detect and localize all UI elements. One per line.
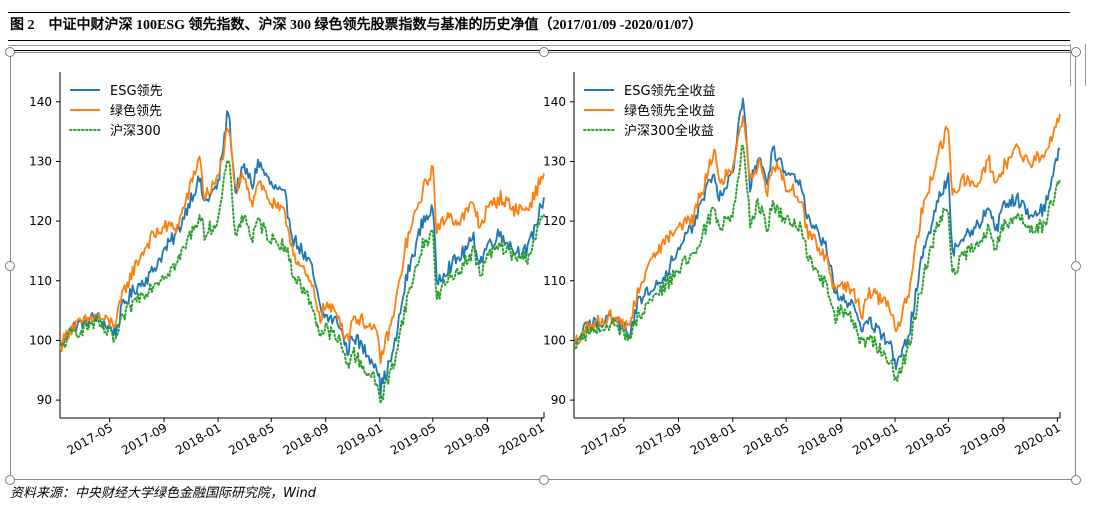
x-tick-label: 2017-09: [634, 420, 684, 457]
y-tick-label: 100: [29, 333, 52, 347]
y-tick-label: 120: [29, 214, 52, 228]
series-line: [573, 113, 1061, 345]
y-tick-label: 140: [543, 95, 566, 109]
resize-handle-bottom-center[interactable]: [539, 475, 549, 485]
source-note: 资料来源：中央财经大学绿色金融国际研究院，Wind: [10, 486, 316, 501]
series-line: [59, 159, 545, 405]
legend-label: ESG领先全收益: [624, 83, 716, 99]
y-tick-label: 90: [37, 393, 52, 407]
caption-rule: [8, 40, 1070, 41]
y-tick-label: 140: [29, 95, 52, 109]
x-tick-label: 2019-01: [850, 420, 900, 457]
legend-label: 绿色领先全收益: [624, 103, 715, 119]
y-tick-label: 130: [29, 154, 52, 168]
x-tick-label: 2018-09: [796, 420, 846, 457]
series-line: [573, 144, 1061, 382]
resize-handle-top-center[interactable]: [539, 47, 549, 57]
series-line: [573, 97, 1061, 371]
x-tick-label: 2019-09: [442, 420, 492, 457]
y-tick-label: 120: [543, 214, 566, 228]
x-tick-label: 2017-05: [579, 420, 629, 457]
legend-label: 绿色领先: [110, 103, 162, 119]
resize-handle-middle-right[interactable]: [1071, 261, 1081, 271]
side-rule-right: [1070, 44, 1071, 86]
legend-label: 沪深300: [110, 123, 161, 139]
figure-caption: 图 2 中证中财沪深 100ESG 领先指数、沪深 300 绿色领先股票指数与基…: [10, 18, 703, 33]
top-rule: [8, 12, 1070, 13]
x-tick-label: 2019-05: [903, 420, 953, 457]
x-tick-label: 2018-05: [226, 420, 276, 457]
y-tick-label: 130: [543, 154, 566, 168]
resize-handle-top-right[interactable]: [1071, 47, 1081, 57]
resize-handle-top-left[interactable]: [5, 47, 15, 57]
legend-label: 沪深300全收益: [624, 123, 714, 139]
y-tick-label: 110: [29, 274, 52, 288]
resize-handle-bottom-right[interactable]: [1071, 475, 1081, 485]
y-tick-label: 100: [543, 333, 566, 347]
y-tick-label: 90: [551, 393, 566, 407]
x-tick-label: 2019-09: [958, 420, 1008, 457]
caption-rule-secondary: [8, 45, 1070, 46]
x-tick-label: 2020-01: [1012, 420, 1062, 457]
x-tick-label: 2017-09: [119, 420, 169, 457]
resize-handle-middle-left[interactable]: [5, 261, 15, 271]
x-tick-label: 2018-05: [741, 420, 791, 457]
x-tick-label: 2018-01: [173, 420, 223, 457]
x-tick-label: 2019-01: [335, 420, 385, 457]
y-tick-label: 110: [543, 274, 566, 288]
x-tick-label: 2018-01: [688, 420, 738, 457]
x-tick-label: 2017-05: [65, 420, 115, 457]
legend-label: ESG领先: [110, 84, 163, 99]
series-line: [59, 127, 545, 365]
series-line: [59, 110, 545, 397]
resize-handle-bottom-left[interactable]: [5, 475, 15, 485]
x-tick-label: 2018-09: [281, 420, 331, 457]
side-rule-far-right: [1085, 44, 1086, 86]
x-tick-label: 2019-05: [388, 420, 438, 457]
